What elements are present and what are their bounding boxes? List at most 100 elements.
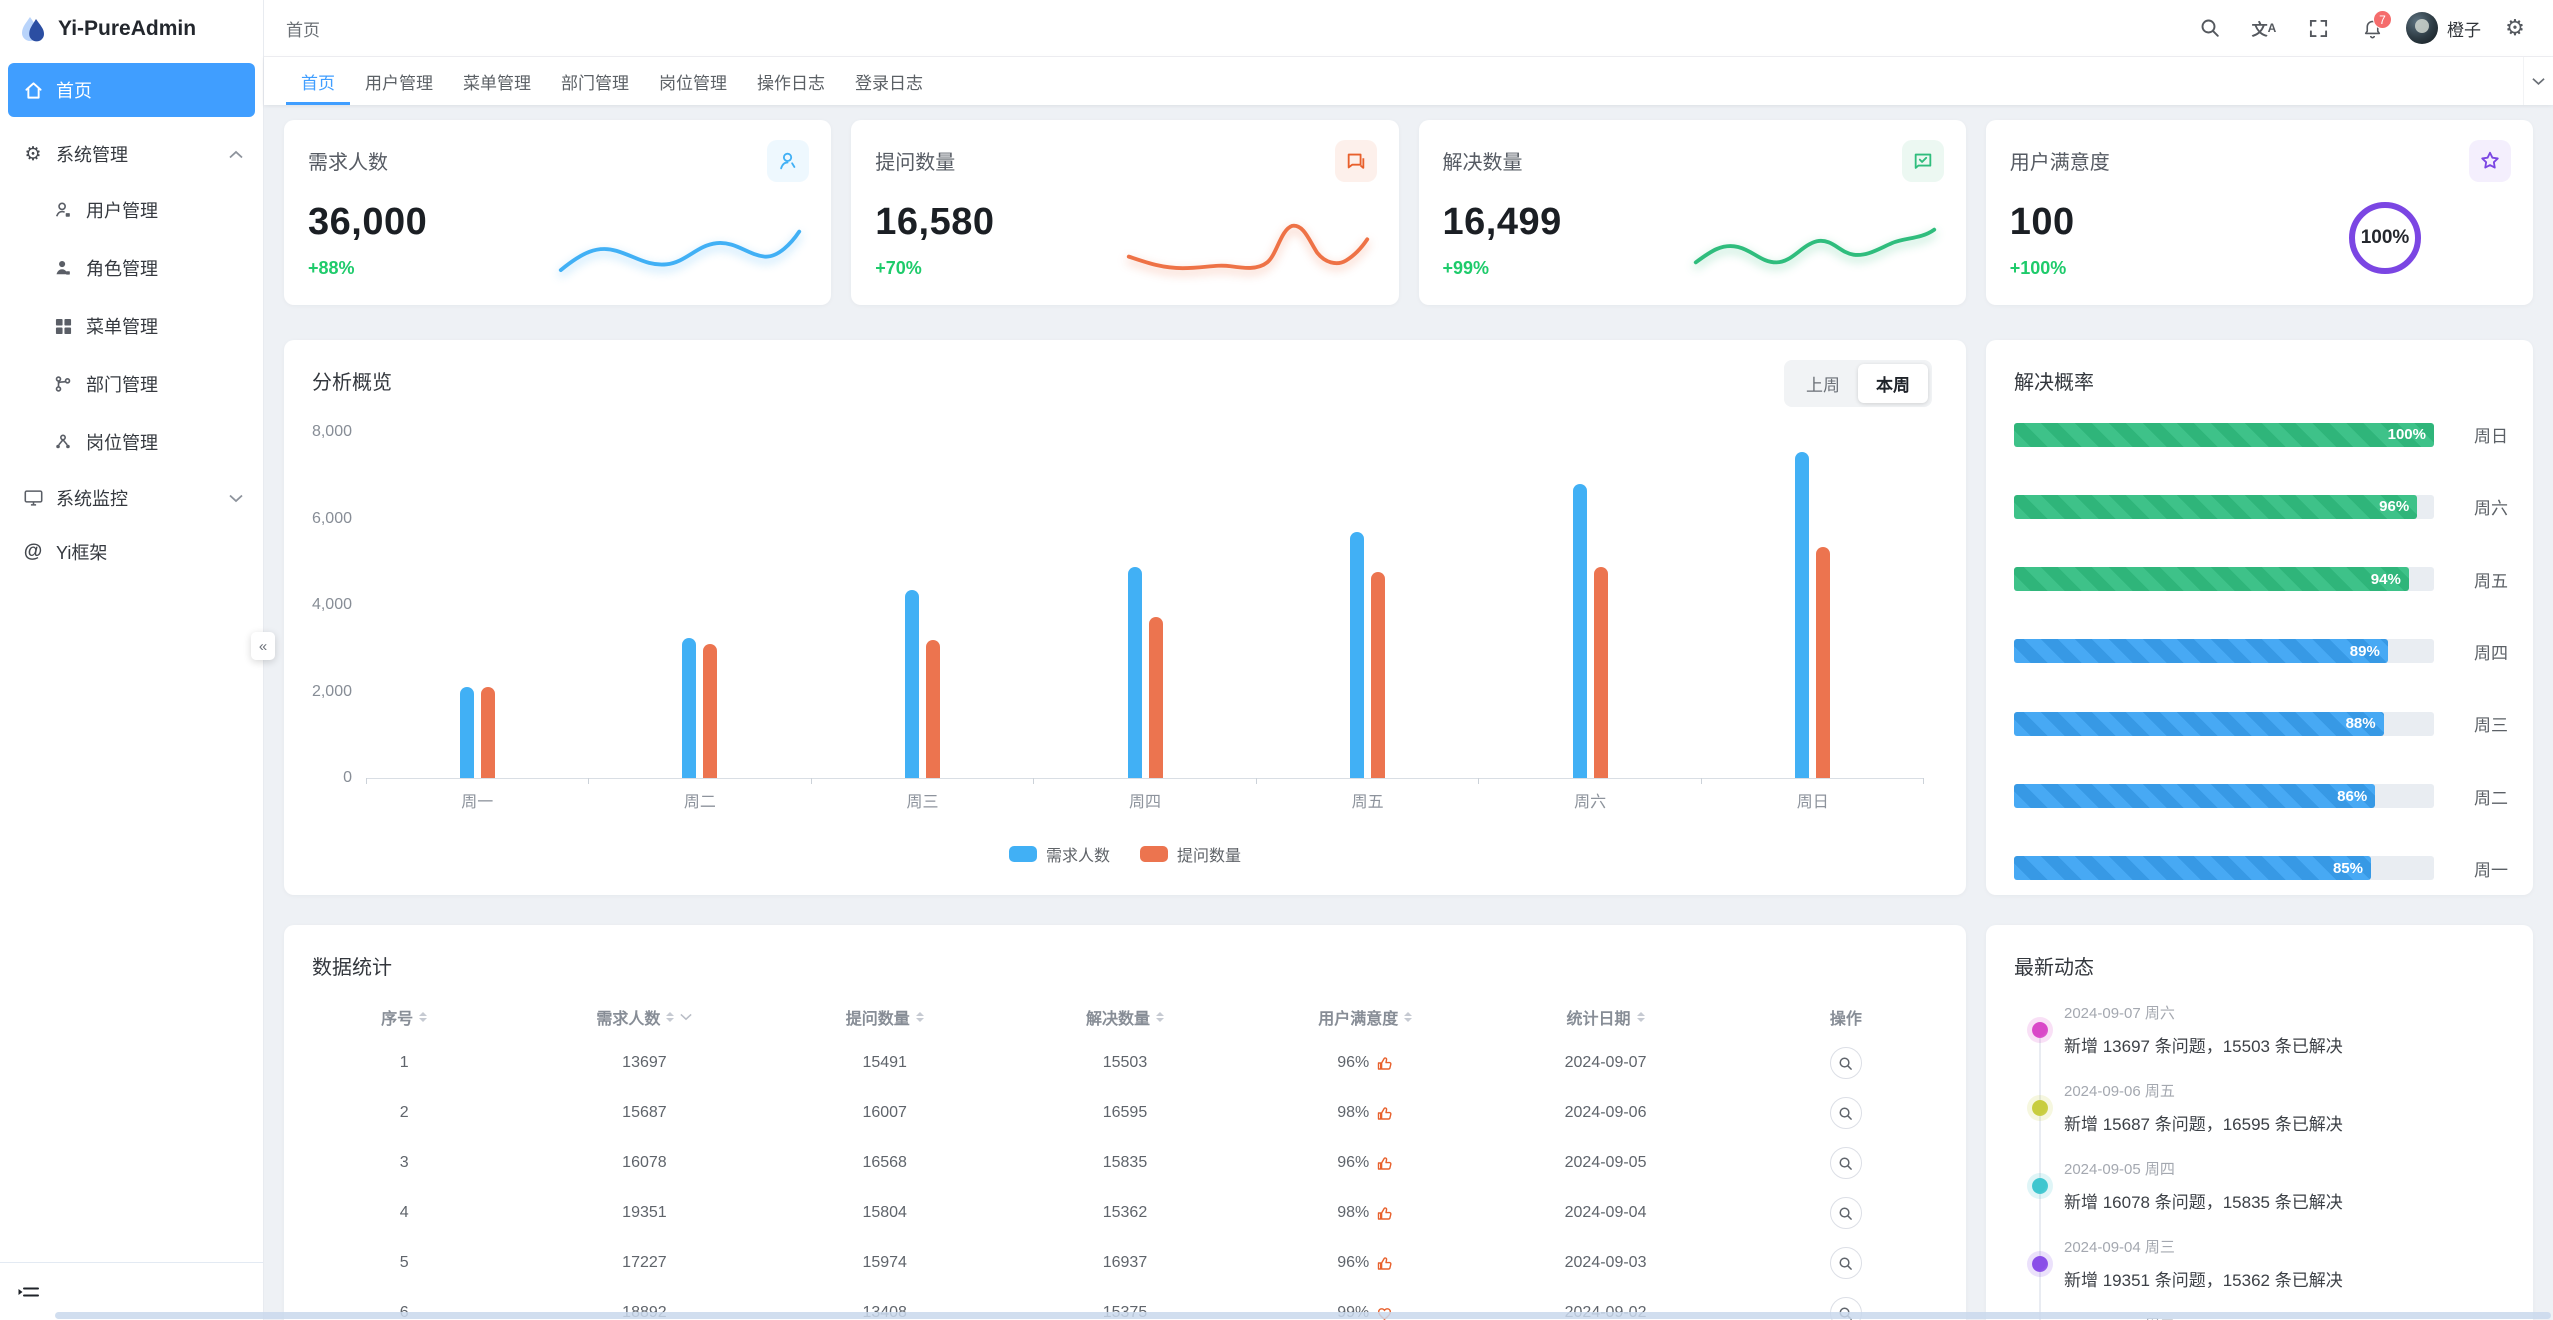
tab-item-3[interactable]: 菜单管理 bbox=[463, 73, 531, 93]
home-icon bbox=[22, 81, 44, 100]
progress-day-label: 周六 bbox=[2474, 499, 2508, 519]
table-header-解决数量[interactable]: 解决数量 bbox=[1005, 996, 1245, 1038]
timeline-card: 最新动态 2024-09-07 周六 新增 13697 条问题，15503 条已解… bbox=[1986, 925, 2533, 1320]
legend-swatch bbox=[1008, 846, 1037, 862]
magnifier-icon bbox=[1838, 1106, 1853, 1121]
page-content: 需求人数 36,000 +88% 提问数量 16,580 bbox=[264, 105, 2553, 1320]
table-header-用户满意度[interactable]: 用户满意度 bbox=[1245, 996, 1485, 1038]
x-axis-label: 周三 bbox=[906, 794, 939, 811]
sidebar-item-user-mgmt[interactable]: 用户管理 bbox=[8, 181, 255, 239]
view-detail-button[interactable] bbox=[1829, 1047, 1862, 1079]
stat-card-solve: 解决数量 16,499 +99% bbox=[1418, 120, 1966, 305]
user-lock-icon bbox=[52, 201, 74, 219]
tab-item-4[interactable]: 部门管理 bbox=[561, 73, 629, 93]
progress-fill: 100% bbox=[2014, 422, 2434, 447]
progress-value: 85% bbox=[2332, 859, 2363, 877]
heart-icon bbox=[1376, 1305, 1393, 1320]
cell-index: 4 bbox=[399, 1204, 409, 1221]
table-header-序号[interactable]: 序号 bbox=[284, 996, 524, 1038]
sidebar-item-system-mgmt[interactable]: ⚙ 系统管理 bbox=[8, 127, 255, 181]
tab-item-2[interactable]: 用户管理 bbox=[365, 73, 433, 93]
thumbs-up-icon bbox=[1376, 1255, 1393, 1272]
y-axis-label: 6,000 bbox=[311, 509, 352, 527]
view-detail-button[interactable] bbox=[1829, 1147, 1862, 1179]
tabs-dropdown-icon[interactable] bbox=[2523, 57, 2553, 105]
x-axis-label: 周一 bbox=[461, 794, 494, 811]
timeline-item-2: 2024-09-06 周五 新增 15687 条问题，16595 条已解决 bbox=[2032, 1080, 2533, 1158]
view-detail-button[interactable] bbox=[1829, 1197, 1862, 1229]
table-row-1: 1 13697 15491 15503 96% 2024-09-07 bbox=[284, 1038, 1966, 1088]
view-detail-button[interactable] bbox=[1829, 1247, 1862, 1279]
timeline-dot bbox=[2032, 1178, 2048, 1194]
sidebar-item-post-mgmt[interactable]: 岗位管理 bbox=[8, 413, 255, 471]
demand-sparkline bbox=[559, 229, 802, 272]
bar-需求人数 bbox=[682, 638, 697, 778]
sidebar-item-role-mgmt[interactable]: 角色管理 bbox=[8, 239, 255, 297]
timeline-dot bbox=[2032, 1100, 2048, 1116]
progress-row-周日: 100% 周日 bbox=[2014, 422, 2511, 447]
app-logo[interactable]: Yi-PureAdmin bbox=[0, 0, 263, 57]
app-title: Yi-PureAdmin bbox=[58, 16, 197, 40]
stat-title: 提问数量 bbox=[875, 152, 956, 174]
view-detail-button[interactable] bbox=[1829, 1097, 1862, 1129]
legend-item-需求人数[interactable]: 需求人数 bbox=[1008, 842, 1110, 866]
stat-delta: +88% bbox=[308, 258, 355, 278]
table-header-提问数量[interactable]: 提问数量 bbox=[765, 996, 1005, 1038]
horizontal-scrollbar[interactable] bbox=[55, 1312, 2551, 1319]
legend-label: 需求人数 bbox=[1045, 848, 1110, 865]
table-header-需求人数[interactable]: 需求人数 bbox=[524, 996, 764, 1038]
tab-item-6[interactable]: 操作日志 bbox=[757, 73, 825, 93]
sidebar-item-department-mgmt[interactable]: 部门管理 bbox=[8, 355, 255, 413]
bar-group-周四 bbox=[1034, 433, 1257, 778]
axis-tick bbox=[366, 778, 367, 784]
search-icon[interactable] bbox=[2190, 8, 2230, 48]
timeline-item-1: 2024-09-07 周六新增 13697 条问题，15503 条已解决 bbox=[2032, 1002, 2533, 1080]
sidebar-item-menu-mgmt[interactable]: 菜单管理 bbox=[8, 297, 255, 355]
y-axis-label: 8,000 bbox=[311, 423, 352, 440]
table-header-统计日期[interactable]: 统计日期 bbox=[1485, 996, 1725, 1038]
timeline-list: 2024-09-07 周六 新增 13697 条问题，15503 条已解决 2024… bbox=[2032, 1002, 2533, 1320]
bar-chart-plot: 周一 周二 周三 周四 周五 周六 周日 0 2,000 4,000 6,000 8,000 bbox=[312, 423, 1924, 811]
sidebar-collapse-handle[interactable]: « bbox=[251, 632, 275, 660]
bottom-row: 数据统计 序号 需求人数 提问数量 解决数量 用户满意度 统计日期 操作 1 13697 154… bbox=[284, 925, 2533, 1320]
sidebar-item-system-monitor[interactable]: 系统监控 bbox=[8, 471, 255, 525]
bar-提问数量 bbox=[925, 640, 940, 778]
tab-item-1[interactable]: 首页 bbox=[286, 57, 350, 105]
menu-fold-icon[interactable] bbox=[18, 1282, 40, 1302]
legend-item-提问数量[interactable]: 提问数量 bbox=[1140, 842, 1241, 866]
progress-track: 96% bbox=[2014, 494, 2434, 519]
at-icon: @ bbox=[23, 541, 43, 562]
y-axis-label: 4,000 bbox=[311, 596, 352, 613]
timeline-text: 新增 13697 条问题，15503 条已解决 bbox=[2064, 1037, 2343, 1056]
timeline-item-4: 2024-09-04 周三 新增 19351 条问题，15362 条已解决 bbox=[2032, 1236, 2533, 1314]
progress-row-周五: 94% 周五 bbox=[2014, 567, 2511, 592]
sidebar-item-home[interactable]: 首页 bbox=[8, 63, 255, 117]
x-axis-ticks bbox=[366, 778, 1924, 784]
notification-bell-icon[interactable]: 7 bbox=[2352, 8, 2392, 48]
cell-operation bbox=[1726, 1088, 1966, 1138]
progress-fill: 89% bbox=[2014, 639, 2388, 664]
toggle-this-week[interactable]: 本周 bbox=[1858, 364, 1928, 403]
timeline-date: 2024-09-07 周六 bbox=[2064, 1005, 2175, 1022]
x-axis-label: 周日 bbox=[1796, 794, 1829, 811]
stat-card-satisfaction: 用户满意度 100 +100% 100% bbox=[1985, 120, 2533, 305]
progress-track: 89% bbox=[2014, 639, 2434, 664]
sidebar-item-yi-framework[interactable]: @ Yi框架 bbox=[8, 525, 255, 579]
bar-需求人数 bbox=[1127, 567, 1142, 778]
sidebar-item-label: 用户管理 bbox=[86, 201, 158, 221]
user-menu[interactable]: 橙子 bbox=[2406, 12, 2481, 44]
toggle-last-week[interactable]: 上周 bbox=[1806, 376, 1840, 395]
tab-item-5[interactable]: 岗位管理 bbox=[659, 73, 727, 93]
tab-item-7[interactable]: 登录日志 bbox=[855, 73, 923, 93]
solve-sparkline bbox=[1693, 227, 1936, 265]
settings-gear-icon[interactable]: ⚙ bbox=[2505, 15, 2525, 40]
cell-demand: 15687 bbox=[622, 1104, 667, 1121]
fullscreen-icon[interactable] bbox=[2298, 8, 2338, 48]
menu-grid-icon bbox=[52, 318, 74, 335]
timeline-text: 新增 19351 条问题，15362 条已解决 bbox=[2064, 1271, 2343, 1290]
cell-operation bbox=[1726, 1238, 1966, 1288]
cell-index: 2 bbox=[399, 1104, 409, 1121]
